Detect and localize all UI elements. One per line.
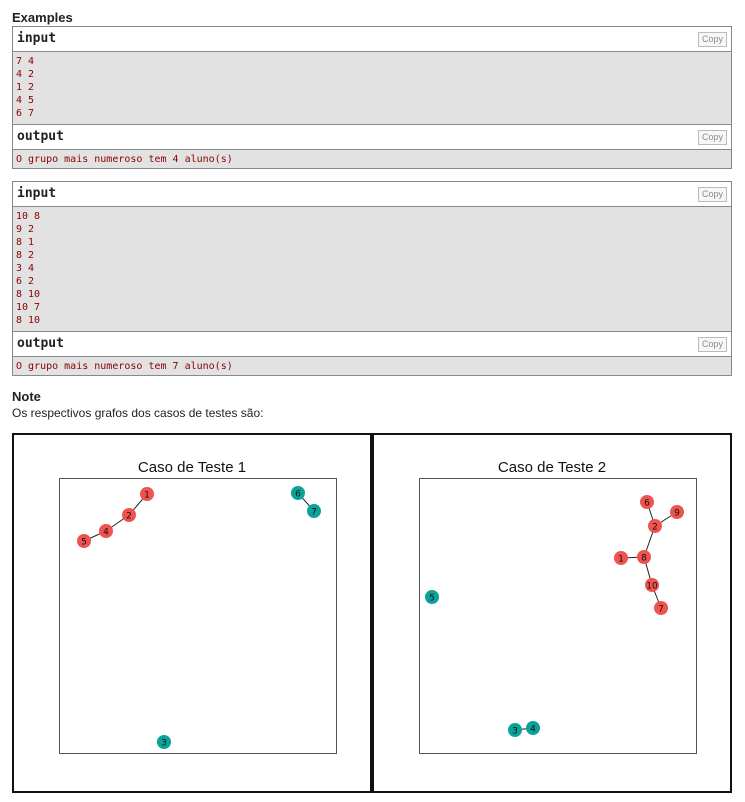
svg-text:8: 8 [641,554,647,564]
svg-text:1: 1 [618,555,624,565]
graph-node-4: 4 [99,524,113,538]
graph-node-8: 8 [637,550,651,564]
graph-node-3: 3 [508,723,522,737]
graph-figure-2: Caso de Teste 2 6 9 2 1 8 10 7 5 3 4 [372,433,732,793]
output-content: O grupo mais numeroso tem 4 aluno(s) [13,150,731,168]
svg-text:1: 1 [144,491,150,501]
input-line: 1 2 [16,82,35,93]
sample-test-2: input Copy 10 8 9 2 8 1 8 2 3 4 6 2 8 10… [12,181,732,376]
input-line: 10 8 [16,211,41,222]
input-header: input Copy [13,182,731,207]
graph-1-svg: 1 2 4 5 67 3 [77,486,321,749]
copy-input-button[interactable]: Copy [697,187,727,202]
input-line: 8 10 [16,289,41,300]
graph-node-2: 2 [122,508,136,522]
svg-text:5: 5 [429,594,435,604]
input-label: input [17,186,57,201]
input-content: 7 4 4 2 1 2 4 5 6 7 [13,52,731,124]
graph-node-10: 10 [645,578,659,592]
graph-node-3: 3 [157,735,171,749]
svg-text:2: 2 [126,512,132,522]
copy-input-button[interactable]: Copy [697,32,727,47]
svg-text:3: 3 [512,727,518,737]
svg-text:7: 7 [658,605,664,615]
input-line: 8 10 [16,315,41,326]
output-header: output Copy [13,331,731,357]
graph-node-1: 1 [140,487,154,501]
output-line: O grupo mais numeroso tem 7 aluno(s) [16,361,233,372]
input-label: input [17,31,57,46]
svg-text:3: 3 [161,739,167,749]
output-label: output [17,129,64,144]
input-header: input Copy [13,27,731,52]
input-line: 3 4 [16,263,35,274]
input-content: 10 8 9 2 8 1 8 2 3 4 6 2 8 10 10 7 8 10 [13,207,731,331]
graph-plot-area: 6 9 2 1 8 10 7 5 3 4 [419,478,697,754]
output-label: output [17,336,64,351]
note-title: Note [12,389,41,404]
graph-node-6: 6 [291,486,305,500]
svg-text:6: 6 [295,490,301,500]
sample-test-1: input Copy 7 4 4 2 1 2 4 5 6 7 output Co… [12,26,732,169]
input-line: 10 7 [16,302,41,313]
graph-node-9: 9 [670,505,684,519]
svg-text:10: 10 [646,582,658,592]
graph-node-4: 4 [526,721,540,735]
graph-title: Caso de Teste 1 [137,459,247,476]
input-line: 4 2 [16,69,35,80]
input-line: 4 5 [16,95,35,106]
examples-title: Examples [12,10,73,25]
output-line: O grupo mais numeroso tem 4 aluno(s) [16,154,233,165]
output-header: output Copy [13,124,731,150]
copy-output-button[interactable]: Copy [697,337,727,352]
svg-text:9: 9 [674,509,680,519]
graph-node-2: 2 [648,519,662,533]
graph-node-5: 5 [425,590,439,604]
input-line: 7 4 [16,56,35,67]
graph-2-svg: 6 9 2 1 8 10 7 5 3 4 [425,495,684,737]
input-line: 6 2 [16,276,35,287]
note-text: Os respectivos grafos dos casos de teste… [12,406,264,420]
svg-text:7: 7 [311,508,317,518]
svg-text:4: 4 [530,725,536,735]
svg-text:5: 5 [81,538,87,548]
svg-text:2: 2 [652,523,658,533]
svg-text:4: 4 [103,528,109,538]
graph-node-7: 7 [307,504,321,518]
graph-node-6: 6 [640,495,654,509]
graph-node-1: 1 [614,551,628,565]
input-line: 9 2 [16,224,35,235]
copy-output-button[interactable]: Copy [697,130,727,145]
input-line: 6 7 [16,108,35,119]
input-line: 8 2 [16,250,35,261]
input-line: 8 1 [16,237,35,248]
svg-text:6: 6 [644,499,650,509]
output-content: O grupo mais numeroso tem 7 aluno(s) [13,357,731,375]
graph-node-5: 5 [77,534,91,548]
graph-node-7: 7 [654,601,668,615]
graph-title: Caso de Teste 2 [497,459,607,476]
